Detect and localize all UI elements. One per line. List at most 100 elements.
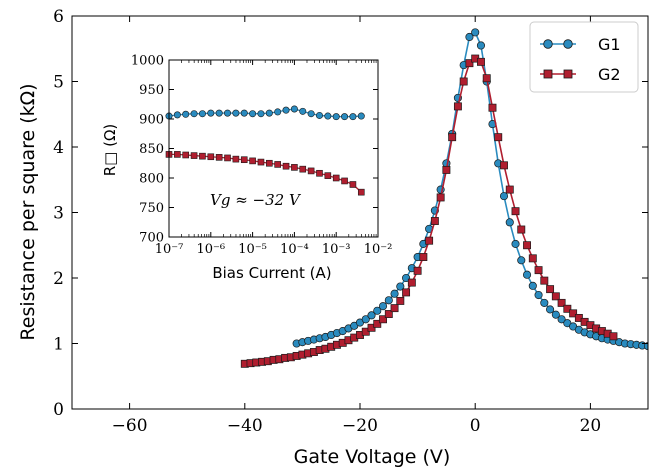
- main-y-tick-label: 4: [53, 138, 64, 158]
- inset-point-g2: [316, 169, 323, 177]
- inset-y-tick-label: 1000: [131, 54, 164, 69]
- data-point-g2: [569, 309, 578, 318]
- data-point-g2: [505, 185, 514, 194]
- inset-point-g1: [299, 107, 307, 115]
- main-y-tick-label: 3: [53, 204, 64, 224]
- inset-x-tick-label: 10⁻⁶: [196, 242, 225, 257]
- inset-point-g1: [182, 110, 190, 118]
- series-g2: [240, 54, 618, 368]
- data-point-g2: [488, 103, 497, 112]
- inset-point-g2: [190, 152, 198, 159]
- inset-point-g1: [190, 110, 198, 118]
- data-point-g2: [419, 253, 428, 261]
- inset-x-tick-label: 10⁻²: [364, 242, 393, 257]
- data-point-g2: [482, 74, 491, 83]
- data-point-g1: [551, 310, 560, 319]
- main-x-tick-label: 20: [580, 416, 602, 436]
- data-point-g2: [442, 165, 451, 174]
- main-x-tick-label: 0: [470, 416, 481, 436]
- data-point-g1: [511, 239, 520, 248]
- main-y-tick-label: 2: [53, 269, 64, 289]
- inset-point-g2: [299, 165, 307, 173]
- inset-x-tick-label: 10⁻⁵: [238, 242, 267, 257]
- data-point-g1: [557, 315, 566, 324]
- inset-point-g1: [357, 112, 365, 120]
- data-point-g1: [390, 289, 399, 298]
- data-point-g2: [465, 59, 474, 68]
- inset-x-tick-label: 10⁻⁷: [155, 242, 184, 257]
- inset-point-g2: [207, 153, 215, 161]
- inset-point-g2: [215, 154, 223, 161]
- data-point-g2: [528, 254, 537, 263]
- inset-point-g1: [265, 109, 273, 117]
- inset-series-g2: [165, 151, 365, 196]
- inset-x-axis-label: Bias Current (A): [212, 264, 331, 282]
- inset-point-g2: [266, 159, 273, 167]
- legend-g1-marker: [543, 39, 553, 49]
- inset-point-g2: [341, 177, 348, 185]
- inset-point-g2: [324, 172, 332, 179]
- inset-point-g2: [257, 158, 265, 166]
- data-point-g2: [517, 225, 526, 234]
- main-y-tick-label: 0: [53, 400, 64, 420]
- inset-point-g1: [249, 110, 257, 118]
- data-point-g1: [476, 41, 486, 50]
- data-point-g2: [523, 241, 531, 250]
- main-y-tick-label: 5: [53, 73, 64, 93]
- inset-axes: 10⁻⁷ 10⁻⁶ 10⁻⁵ 10⁻⁴ 10⁻³ 10⁻² 700 750 800 850 900 9…: [131, 54, 392, 258]
- inset-point-g1: [315, 111, 323, 119]
- data-point-g2: [477, 57, 485, 66]
- inset-point-g2: [240, 156, 248, 164]
- data-point-g1: [373, 306, 382, 315]
- data-point-g2: [390, 304, 399, 313]
- main-x-tick-label: −60: [112, 416, 148, 436]
- inset-point-g2: [332, 174, 340, 182]
- data-point-g2: [407, 278, 416, 287]
- inset-point-g1: [282, 106, 290, 114]
- data-point-g2: [500, 161, 508, 170]
- inset-point-g2: [232, 155, 240, 163]
- data-point-g1: [522, 270, 532, 279]
- inset-y-tick-label: 950: [139, 83, 164, 98]
- inset-point-g1: [274, 108, 282, 116]
- legend-g2-marker: [563, 69, 573, 79]
- inset-point-g1: [341, 113, 349, 121]
- inset-point-g1: [198, 110, 206, 118]
- inset-point-g1: [290, 105, 298, 113]
- inset-x-tick-label: 10⁻³: [322, 242, 351, 257]
- data-point-g1: [534, 290, 543, 300]
- inset-point-g2: [182, 151, 190, 159]
- data-point-g2: [384, 310, 393, 318]
- data-point-g2: [563, 304, 572, 313]
- main-y-tick-label: 6: [53, 7, 64, 27]
- inset-point-g1: [215, 109, 223, 117]
- data-point-g2: [494, 133, 503, 142]
- inset-y-tick-label: 750: [139, 201, 164, 216]
- inset-point-g1: [240, 109, 248, 117]
- data-point-g2: [448, 133, 457, 142]
- data-point-g2: [402, 288, 411, 297]
- inset-point-g1: [224, 109, 232, 117]
- inset-point-g2: [174, 151, 181, 158]
- legend-g2-label: G2: [598, 65, 621, 84]
- inset-series-g1: [165, 105, 365, 121]
- inset-point-g1: [349, 113, 357, 121]
- data-point-g1: [517, 256, 526, 265]
- data-point-g2: [551, 292, 560, 301]
- data-point-g1: [396, 282, 405, 291]
- data-point-g2: [546, 285, 555, 294]
- inset-point-g1: [324, 112, 332, 120]
- data-point-g2: [459, 77, 468, 86]
- data-point-g1: [528, 281, 537, 290]
- inset-point-g1: [257, 110, 265, 118]
- legend-g1-label: G1: [598, 35, 621, 54]
- legend: G1 G2: [529, 21, 639, 93]
- legend-g2-marker: [543, 69, 553, 79]
- data-point-g2: [453, 102, 462, 111]
- inset-point-g1: [332, 113, 340, 121]
- data-point-g1: [499, 192, 509, 201]
- data-point-g1: [546, 305, 555, 314]
- data-point-g2: [425, 236, 434, 245]
- main-x-axis-label: Gate Voltage (V): [294, 446, 451, 468]
